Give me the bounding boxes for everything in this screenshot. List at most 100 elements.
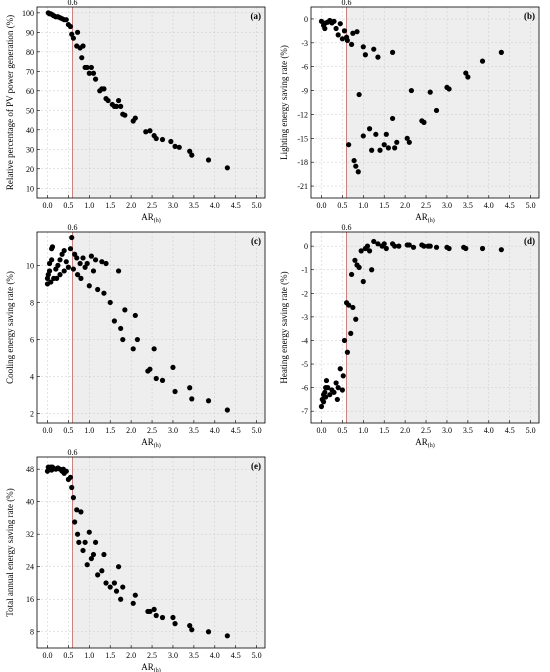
shaded-region xyxy=(72,457,265,648)
x-tick-label: 0.5 xyxy=(63,201,73,210)
data-point xyxy=(352,257,358,263)
y-tick-label: 10 xyxy=(26,261,34,270)
data-point xyxy=(69,234,75,241)
data-point xyxy=(344,349,350,355)
x-tick-label: 4.5 xyxy=(231,426,241,435)
y-tick-label: -1 xyxy=(301,266,308,275)
data-point xyxy=(88,555,94,562)
data-point xyxy=(111,580,117,586)
data-point xyxy=(63,17,69,23)
x-tick-label: 4.5 xyxy=(231,651,241,660)
x-axis-title: AR(h) xyxy=(141,437,161,449)
data-point xyxy=(172,143,178,149)
data-point xyxy=(55,262,61,268)
data-point xyxy=(46,268,53,274)
data-point xyxy=(383,245,389,252)
data-point xyxy=(99,568,105,574)
x-tick-label: 1.5 xyxy=(379,201,389,210)
x-tick-label: 0.0 xyxy=(42,426,52,435)
x-tick-label: 5.0 xyxy=(526,426,536,435)
data-point xyxy=(172,388,178,395)
data-point xyxy=(433,107,440,114)
data-point xyxy=(74,255,80,261)
data-point xyxy=(95,572,101,578)
data-point xyxy=(153,135,159,142)
data-point xyxy=(107,584,113,590)
x-tick-label: 0.0 xyxy=(42,651,52,660)
panel-label: (d) xyxy=(524,236,535,246)
data-point xyxy=(74,507,80,513)
reference-line-label: 0.6 xyxy=(68,0,78,7)
data-point xyxy=(82,539,88,545)
data-point xyxy=(333,380,339,386)
y-tick-label: -6 xyxy=(301,384,308,393)
data-point xyxy=(337,366,343,372)
data-point xyxy=(335,32,341,38)
data-point xyxy=(322,389,328,395)
data-point xyxy=(337,21,343,27)
data-point xyxy=(463,70,469,76)
data-point xyxy=(80,255,86,261)
data-point xyxy=(168,138,174,145)
data-point xyxy=(446,245,452,252)
data-point xyxy=(86,529,92,535)
y-tick-label: 70 xyxy=(26,67,34,76)
data-point xyxy=(479,245,486,252)
data-point xyxy=(84,260,90,267)
data-point xyxy=(350,304,356,311)
data-point xyxy=(323,394,329,400)
data-point xyxy=(465,74,471,80)
x-tick-label: 1.0 xyxy=(84,651,94,660)
data-point xyxy=(159,377,166,383)
x-tick-label: 3.5 xyxy=(189,426,199,435)
data-point xyxy=(381,142,387,148)
data-point xyxy=(86,70,92,76)
data-point xyxy=(381,241,387,247)
data-point xyxy=(348,330,354,336)
data-point xyxy=(498,247,504,253)
data-point xyxy=(92,539,99,545)
data-point xyxy=(132,312,138,319)
data-point xyxy=(72,519,78,525)
x-tick-label: 3.0 xyxy=(168,426,178,435)
x-tick-label: 1.0 xyxy=(84,426,94,435)
data-point xyxy=(118,596,124,602)
x-tick-label: 4.5 xyxy=(505,426,515,435)
data-point xyxy=(375,54,381,60)
y-tick-label: 16 xyxy=(26,595,34,604)
data-point xyxy=(101,290,107,296)
plot-frame xyxy=(36,456,266,649)
plot-frame xyxy=(36,231,266,424)
data-point xyxy=(63,468,69,474)
data-point xyxy=(84,562,90,568)
data-point xyxy=(176,144,182,150)
data-point xyxy=(118,325,124,332)
data-point xyxy=(323,377,330,384)
y-axis-title: Relative percentage of PV power generati… xyxy=(5,15,15,190)
plot-frame xyxy=(36,6,266,199)
chart-panel-4: 0.6 0.0 0.5 1.0 1.5 2.0 2.5 3.0 3.5 4.0 4.5 5.0 8 16 2… xyxy=(5,448,266,672)
y-tick-label: 32 xyxy=(26,530,34,539)
data-point xyxy=(103,260,109,267)
data-point xyxy=(339,387,345,393)
data-point xyxy=(122,307,128,313)
x-tick-label: 2.5 xyxy=(147,426,157,435)
data-point xyxy=(446,86,452,92)
data-point xyxy=(406,139,412,145)
x-tick-label: 2.0 xyxy=(400,426,410,435)
data-point xyxy=(322,25,328,32)
data-point xyxy=(360,44,366,50)
data-point xyxy=(189,627,195,633)
data-point xyxy=(48,279,54,285)
data-point xyxy=(392,145,398,151)
y-tick-label: 8 xyxy=(30,298,34,307)
reference-line-label: 0.6 xyxy=(68,223,78,232)
data-point xyxy=(369,267,375,273)
reference-line-label: 0.6 xyxy=(342,223,352,232)
data-point xyxy=(344,37,350,44)
data-point xyxy=(320,399,327,405)
data-point xyxy=(224,165,230,171)
x-tick-label: 0.0 xyxy=(42,201,52,210)
data-point xyxy=(172,621,178,627)
data-point xyxy=(86,283,92,289)
